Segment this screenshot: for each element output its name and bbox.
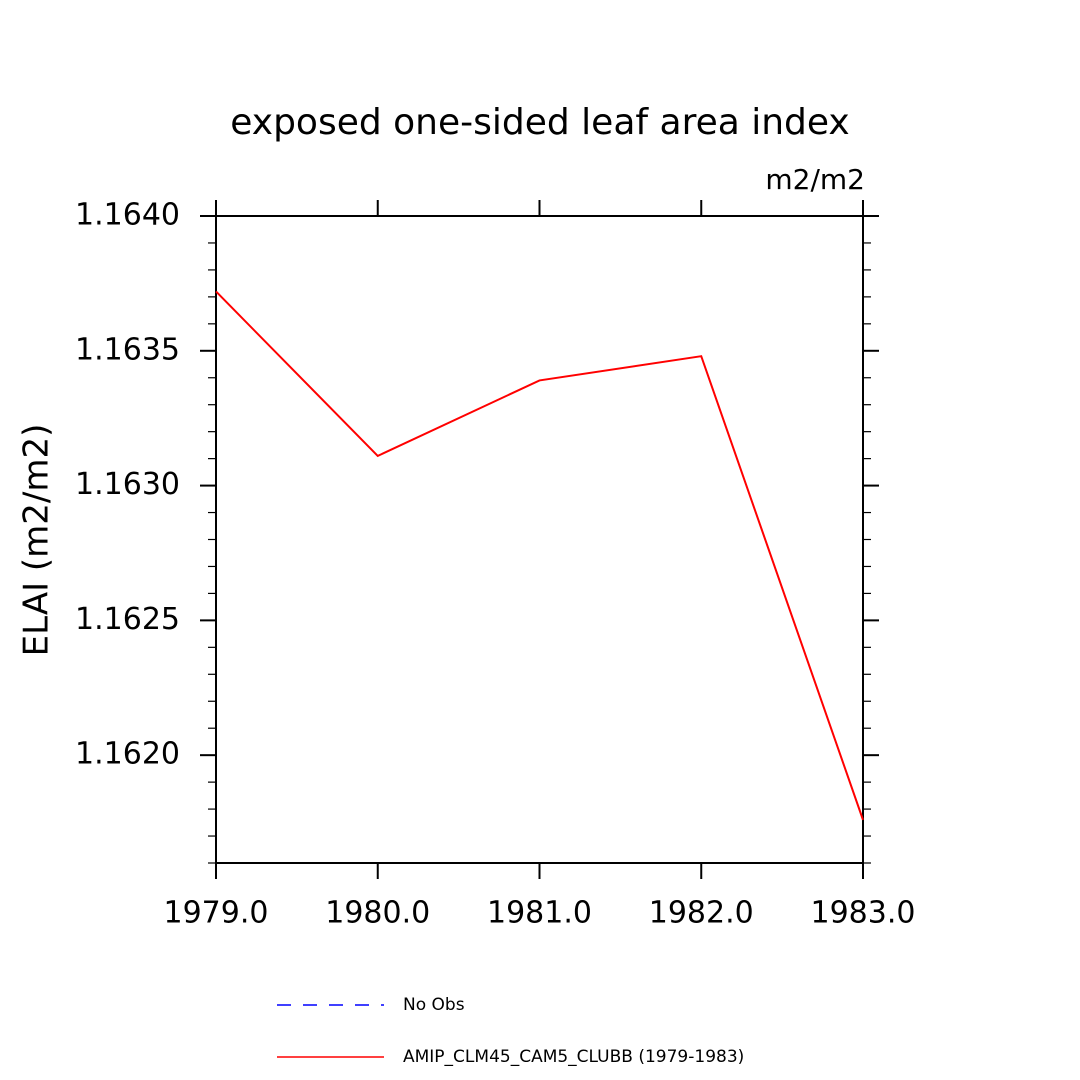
y-tick-label: 1.1640 bbox=[75, 198, 180, 233]
legend-label: AMIP_CLM45_CAM5_CLUBB (1979-1983) bbox=[403, 1047, 744, 1067]
chart-title: exposed one-sided leaf area index bbox=[230, 102, 849, 143]
y-tick-label: 1.1620 bbox=[75, 737, 180, 772]
data-line bbox=[215, 290, 864, 821]
x-tick-label: 1981.0 bbox=[487, 896, 592, 931]
x-tick-label: 1980.0 bbox=[325, 896, 430, 931]
y-tick-label: 1.1635 bbox=[75, 332, 180, 367]
units-label: m2/m2 bbox=[765, 163, 865, 196]
x-tick-label: 1979.0 bbox=[164, 896, 269, 931]
y-tick-label: 1.1630 bbox=[75, 467, 180, 502]
x-tick-label: 1983.0 bbox=[811, 896, 916, 931]
y-tick-label: 1.1625 bbox=[75, 602, 180, 637]
y-axis-label: ELAI (m2/m2) bbox=[17, 424, 57, 657]
legend-label: No Obs bbox=[403, 995, 465, 1015]
x-tick-label: 1982.0 bbox=[649, 896, 754, 931]
